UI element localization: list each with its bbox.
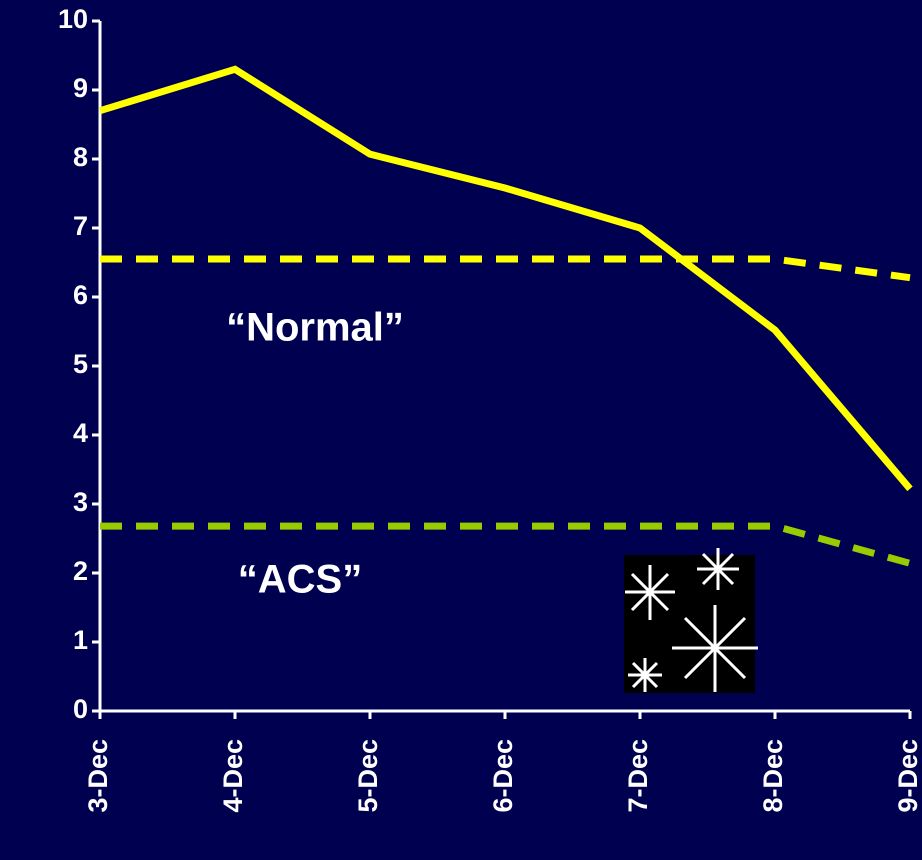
- y-tick-label: 4: [73, 418, 88, 448]
- y-tick-label: 6: [73, 280, 88, 310]
- x-tick-label: 8-Dec: [758, 739, 788, 813]
- y-tick-label: 0: [73, 694, 88, 724]
- y-tick-label: 5: [73, 349, 88, 379]
- x-tick-label: 7-Dec: [623, 739, 653, 813]
- x-tick-label: 5-Dec: [353, 739, 383, 813]
- annotation: “Normal”: [226, 306, 404, 350]
- y-tick-label: 7: [73, 211, 88, 241]
- y-tick-label: 10: [58, 4, 88, 34]
- y-tick-label: 1: [73, 625, 88, 655]
- annotation: “ACS”: [238, 558, 362, 602]
- series-line: [100, 522, 911, 567]
- series-line: [98, 65, 913, 492]
- snowflake-picture: [624, 548, 758, 693]
- series-line: [100, 255, 911, 282]
- y-tick-label: 3: [73, 487, 88, 517]
- y-tick-label: 2: [73, 556, 88, 586]
- x-tick-label: 3-Dec: [83, 739, 113, 813]
- x-tick-label: 9-Dec: [893, 739, 922, 813]
- x-tick-label: 4-Dec: [218, 739, 248, 813]
- x-tick-label: 6-Dec: [488, 739, 518, 813]
- y-tick-label: 9: [73, 73, 88, 103]
- y-tick-label: 8: [73, 142, 88, 172]
